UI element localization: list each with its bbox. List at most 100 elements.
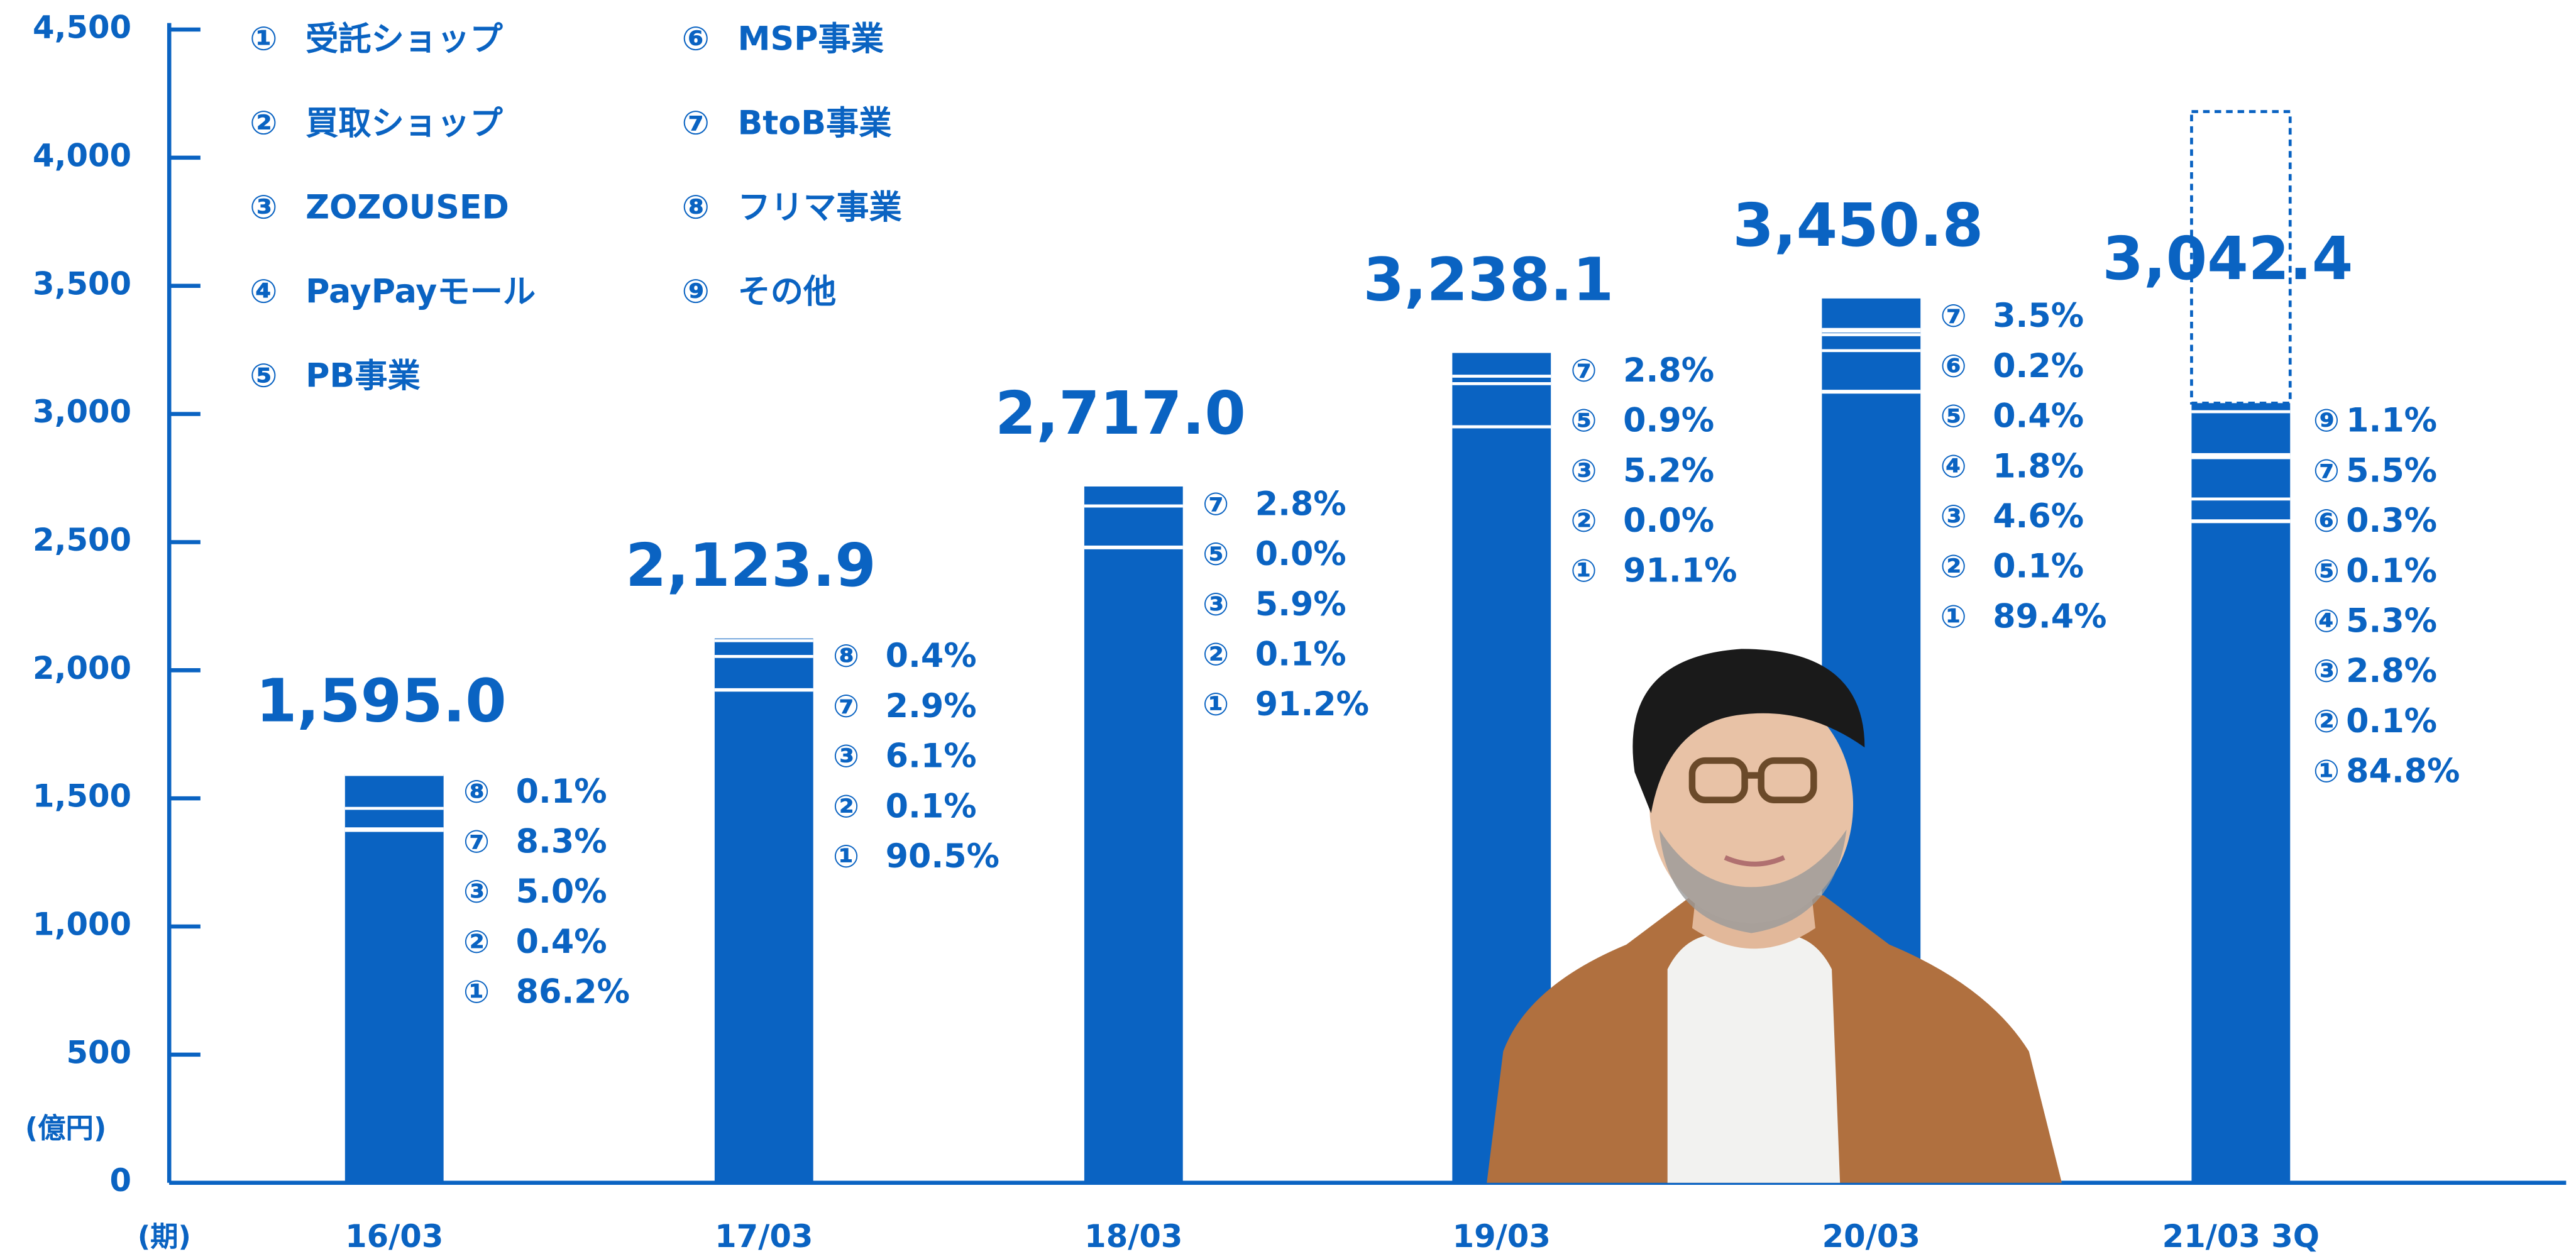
breakdown-marker: ② [463, 923, 490, 960]
y-tick-label: 4,500 [33, 9, 131, 46]
breakdown-marker: ⑧ [833, 638, 859, 674]
legend-label: 買取ショップ [305, 104, 503, 142]
breakdown-label: 5.9% [1255, 585, 1346, 624]
breakdown-marker: ⑦ [1940, 298, 1967, 334]
breakdown-label: 0.1% [516, 772, 607, 811]
value-label: 3,450.8 [1733, 192, 1984, 260]
y-tick-label: 500 [66, 1034, 131, 1070]
breakdown-label: 91.2% [1255, 685, 1369, 723]
y-unit-label: (億円) [25, 1113, 106, 1145]
breakdown-marker: ⑥ [2313, 503, 2340, 539]
legend-marker: ⑦ [682, 104, 710, 142]
legend-marker: ⑤ [250, 357, 277, 395]
breakdown-label: 0.3% [2346, 502, 2437, 540]
bar [715, 639, 813, 1183]
breakdown-marker: ⑧ [463, 773, 490, 810]
y-tick-label: 4,000 [33, 137, 131, 173]
x-tick-label: 16/03 [345, 1218, 443, 1255]
legend-marker: ④ [250, 273, 277, 311]
y-tick-label: 3,500 [33, 265, 131, 302]
legend-marker: ⑧ [682, 188, 710, 226]
breakdown-marker: ⑤ [1203, 536, 1229, 573]
chart: (億円) (期) 05001,0001,5002,0002,5003,0003,… [0, 0, 2576, 1259]
breakdown-marker: ⑥ [1940, 348, 1967, 384]
y-tick-label: 0 [110, 1162, 132, 1199]
legend-marker: ⑨ [682, 273, 710, 311]
breakdown-marker: ⑤ [1571, 402, 1597, 439]
legend-label: PB事業 [305, 357, 421, 395]
y-tick-label: 1,000 [33, 906, 131, 943]
breakdown-marker: ② [1203, 636, 1229, 673]
breakdown-label: 0.0% [1255, 535, 1346, 573]
breakdown-marker: ⑦ [463, 823, 490, 860]
x-tick-label: 18/03 [1084, 1218, 1182, 1255]
breakdown-marker: ② [1940, 548, 1967, 585]
page: (億円) (期) 05001,0001,5002,0002,5003,0003,… [0, 0, 2576, 1259]
legend-label: その他 [737, 273, 836, 311]
breakdown-marker: ③ [1571, 453, 1597, 489]
value-label: 3,238.1 [1363, 246, 1614, 315]
breakdown-label: 0.4% [886, 637, 977, 675]
breakdown-label: 2.8% [2346, 652, 2437, 690]
value-label: 2,717.0 [995, 380, 1246, 448]
legend-marker: ⑥ [682, 19, 710, 58]
breakdown-label: 0.1% [1255, 635, 1346, 673]
breakdown-marker: ③ [2313, 653, 2340, 690]
breakdown-label: 0.0% [1623, 502, 1714, 540]
breakdown-marker: ① [833, 838, 859, 875]
legend-label: MSP事業 [737, 19, 884, 58]
y-tick-label: 2,500 [33, 522, 131, 558]
y-tick-label: 2,000 [33, 650, 131, 686]
breakdown-marker: ① [463, 974, 490, 1010]
legend-label: フリマ事業 [737, 188, 902, 226]
breakdown-marker: ① [1571, 553, 1597, 589]
breakdown-label: 0.4% [516, 923, 607, 961]
breakdown-label: 86.2% [516, 973, 630, 1011]
breakdown-marker: ④ [2313, 603, 2340, 639]
breakdown-label: 8.3% [516, 823, 607, 861]
breakdown-marker: ⑤ [2313, 553, 2340, 589]
shirt [1668, 934, 1840, 1183]
legend-label: 受託ショップ [305, 19, 503, 58]
x-unit-label: (期) [138, 1221, 191, 1253]
breakdown-marker: ③ [1940, 498, 1967, 535]
breakdown-marker: ⑦ [2313, 453, 2340, 489]
breakdown-label: 2.8% [1623, 351, 1714, 390]
breakdown-marker: ③ [1203, 586, 1229, 622]
breakdown-label: 0.2% [1993, 347, 2084, 385]
breakdown-label: 6.1% [886, 737, 977, 776]
breakdown-label: 2.8% [1255, 485, 1346, 523]
breakdown-label: 3.5% [1993, 297, 2084, 335]
breakdown-label: 91.1% [1623, 552, 1737, 590]
breakdown-label: 0.4% [1993, 397, 2084, 436]
value-label: 1,595.0 [256, 668, 507, 736]
breakdown-marker: ① [1940, 598, 1967, 635]
legend-marker: ③ [250, 188, 277, 226]
breakdown-marker: ③ [463, 874, 490, 910]
breakdown-marker: ⑦ [833, 688, 859, 724]
breakdown-marker: ② [833, 788, 859, 825]
breakdown-marker: ⑦ [1203, 486, 1229, 522]
breakdown-label: 2.9% [886, 687, 977, 725]
breakdown-marker: ① [2313, 753, 2340, 789]
y-tick-label: 1,500 [33, 778, 131, 815]
legend-label: PayPayモール [305, 273, 536, 311]
legend-label: BtoB事業 [737, 104, 892, 142]
bar [345, 774, 444, 1182]
legend-marker: ① [250, 19, 277, 58]
breakdown-label: 4.6% [1993, 497, 2084, 536]
breakdown-label: 0.9% [1623, 402, 1714, 440]
x-tick-label: 17/03 [715, 1218, 813, 1255]
breakdown-marker: ③ [833, 738, 859, 774]
breakdown-label: 84.8% [2346, 752, 2460, 791]
value-label: 2,123.9 [625, 532, 876, 600]
legend-marker: ② [250, 104, 277, 142]
breakdown-marker: ⑦ [1571, 352, 1597, 388]
breakdown-label: 5.2% [1623, 451, 1714, 490]
x-tick-label: 19/03 [1453, 1218, 1551, 1255]
breakdown-label: 0.1% [2346, 552, 2437, 590]
breakdown-marker: ② [2313, 703, 2340, 739]
breakdown-label: 5.0% [516, 872, 607, 911]
breakdown-label: 89.4% [1993, 597, 2106, 635]
breakdown-marker: ⑤ [1940, 398, 1967, 434]
